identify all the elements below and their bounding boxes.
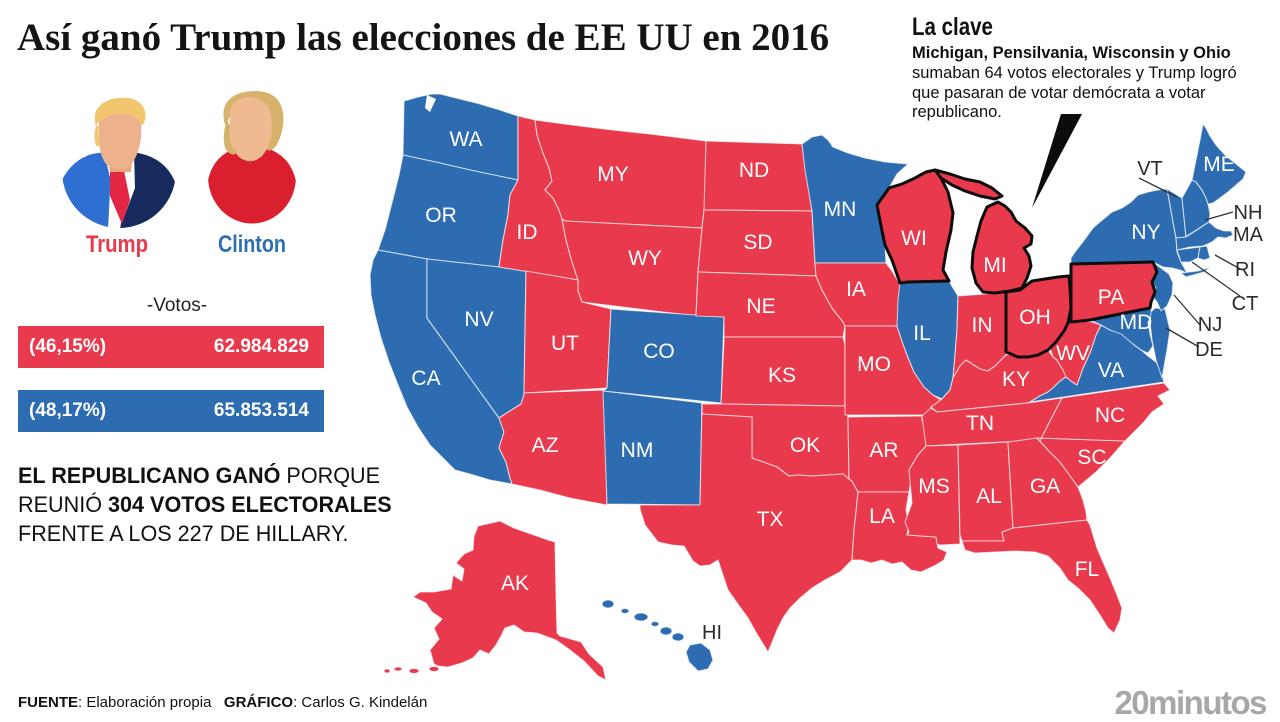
svg-text:NV: NV <box>464 308 493 331</box>
svg-text:MN: MN <box>824 198 857 221</box>
svg-text:NE: NE <box>746 295 775 318</box>
svg-text:AK: AK <box>501 572 529 595</box>
svg-text:IL: IL <box>913 322 931 345</box>
svg-text:MD: MD <box>1120 311 1153 334</box>
svg-text:PA: PA <box>1098 286 1124 309</box>
svg-text:UT: UT <box>551 332 579 355</box>
svg-text:ND: ND <box>739 159 769 182</box>
svg-text:ME: ME <box>1203 153 1235 176</box>
svg-text:DE: DE <box>1195 339 1223 361</box>
svg-text:WA: WA <box>449 128 482 151</box>
svg-text:SC: SC <box>1077 446 1106 469</box>
svg-text:FL: FL <box>1075 558 1100 581</box>
svg-text:NC: NC <box>1095 404 1125 427</box>
svg-text:OR: OR <box>425 204 457 227</box>
svg-text:TX: TX <box>757 508 784 531</box>
svg-text:NH: NH <box>1234 202 1263 224</box>
svg-text:MI: MI <box>983 254 1006 277</box>
svg-text:Trump: Trump <box>86 231 148 258</box>
svg-text:OK: OK <box>790 434 820 457</box>
svg-text:ID: ID <box>517 221 538 244</box>
svg-text:MY: MY <box>597 163 629 186</box>
svg-text:MA: MA <box>1233 224 1264 246</box>
svg-text:VT: VT <box>1137 158 1163 180</box>
svg-text:SD: SD <box>743 231 772 254</box>
svg-text:TN: TN <box>966 412 994 435</box>
svg-text:CO: CO <box>643 340 675 363</box>
svg-text:WI: WI <box>901 227 927 250</box>
svg-text:NJ: NJ <box>1198 314 1222 336</box>
svg-text:CA: CA <box>411 367 440 390</box>
svg-text:AZ: AZ <box>532 434 559 457</box>
svg-text:KS: KS <box>768 364 796 387</box>
svg-text:AR: AR <box>869 439 898 462</box>
svg-text:NY: NY <box>1131 221 1160 244</box>
svg-text:HI: HI <box>702 622 722 644</box>
svg-text:IN: IN <box>972 314 993 337</box>
svg-text:RI: RI <box>1235 259 1255 281</box>
svg-text:IA: IA <box>846 278 866 301</box>
svg-text:Clinton: Clinton <box>218 231 286 258</box>
svg-text:MS: MS <box>918 475 950 498</box>
svg-text:OH: OH <box>1019 306 1051 329</box>
svg-text:KY: KY <box>1002 368 1030 391</box>
svg-text:LA: LA <box>869 505 895 528</box>
svg-text:CT: CT <box>1232 293 1259 315</box>
svg-text:VA: VA <box>1098 359 1124 382</box>
svg-text:AL: AL <box>976 485 1002 508</box>
svg-text:WY: WY <box>628 247 662 270</box>
svg-text:NM: NM <box>621 439 654 462</box>
svg-text:GA: GA <box>1030 475 1060 498</box>
svg-text:MO: MO <box>857 353 891 376</box>
svg-text:WV: WV <box>1056 342 1090 365</box>
